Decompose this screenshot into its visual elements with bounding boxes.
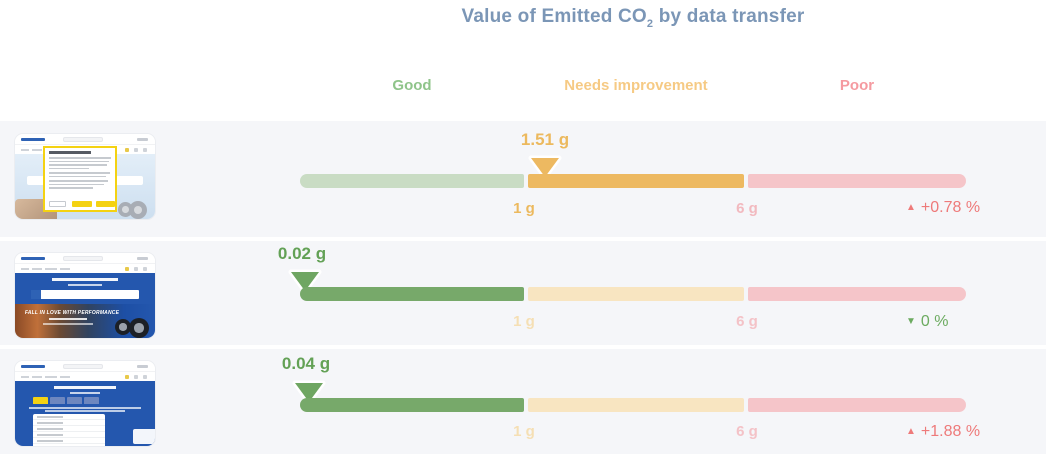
mini-icon [125,375,129,379]
mini-browser-header [15,253,155,264]
tick-6g: 6 g [736,423,758,440]
mini-icon [134,148,138,152]
mini-tire [115,319,131,335]
gauge-segment-needs-improvement [528,287,744,301]
gauge-segment-good [300,174,524,188]
mini-browser-header [15,361,155,372]
mini-account-area [137,138,148,141]
mini-icon [143,267,147,271]
gauge-bar [300,174,966,188]
tick-1g: 1 g [513,313,535,330]
co2-value-label: 0.04 g [281,354,331,373]
mini-icon [125,267,129,271]
gauge-segment-needs-improvement [528,398,744,412]
gauge-row-3: 0.04 g 1 g 6 g ▲ +1.88 % [0,349,1046,454]
gauge-segment-poor [748,174,966,188]
mini-side-box [133,429,155,444]
gauge-bar [300,398,966,412]
mini-blue-hero [15,273,155,304]
co2-subscript: 2 [646,17,654,30]
mini-dialog-title [49,151,91,154]
mini-decline-button [49,201,66,207]
mini-cookie-dialog [43,146,117,212]
trend-down-icon: ▼ [906,316,916,327]
website-thumbnail-cookie-consent[interactable] [14,133,156,220]
gauge-segment-needs-improvement [528,174,744,188]
trend-up-icon: ▲ [906,426,916,437]
gauge-row-1: 1.51 g 1 g 6 g ▲ +0.78 % [0,121,1046,237]
tick-6g: 6 g [736,200,758,217]
michelin-logo [21,257,45,260]
mini-hero-caption: FALL IN LOVE WITH PERFORMANCE [24,310,120,316]
mini-icon [143,148,147,152]
mini-icon [143,375,147,379]
michelin-logo [21,138,45,141]
gauge-segment-good [300,287,524,301]
zone-label-poor: Poor [839,77,875,94]
tick-6g: 6 g [736,313,758,330]
change-percent: +1.88 % [920,423,981,440]
mini-settings-button [96,201,115,207]
michelin-logo [21,365,45,368]
mini-nav-bar [15,373,155,381]
change-indicator: ▼ 0 % [906,313,948,331]
mini-blue-body [15,381,155,446]
change-indicator: ▲ +0.78 % [906,199,980,217]
zone-label-needs-improvement: Needs improvement [564,77,708,94]
gauge-marker-icon [292,380,326,405]
mini-active-tab [33,397,48,404]
change-percent: +0.78 % [920,199,981,216]
gauge-row-2: FALL IN LOVE WITH PERFORMANCE 0.02 g 1 g… [0,241,1046,345]
mini-icon [134,375,138,379]
gauge-bar [300,287,966,301]
website-thumbnail-tyre-selector[interactable] [14,360,156,447]
gauge-segment-poor [748,398,966,412]
tick-1g: 1 g [513,423,535,440]
gauge-segment-good [300,398,524,412]
gauge-segment-poor [748,287,966,301]
co2-value-label: 1.51 g [520,130,570,149]
trend-up-icon: ▲ [906,202,916,213]
co2-value-label: 0.02 g [277,244,327,263]
mini-search-bar [63,364,103,369]
tick-1g: 1 g [513,200,535,217]
page-title: Value of Emitted CO2 by data transfer [461,6,805,30]
zone-label-good: Good [392,77,432,94]
mini-dialog-buttons [49,201,115,207]
gauge-marker-icon [288,269,322,294]
mini-search-bar [63,256,103,261]
mini-account-area [137,257,148,260]
mini-search-field [31,290,139,299]
mini-account-area [137,365,148,368]
website-thumbnail-homepage[interactable]: FALL IN LOVE WITH PERFORMANCE [14,252,156,339]
mini-icon [125,148,129,152]
mini-search-bar [63,137,103,142]
mini-icon [134,267,138,271]
mini-accept-button [72,201,92,207]
mini-dropdown-panel [33,414,105,446]
mini-tire [129,201,147,219]
mini-nav-bar [15,265,155,273]
mini-hero-photo: FALL IN LOVE WITH PERFORMANCE [15,304,155,338]
change-percent: 0 % [920,313,949,330]
gauge-marker-icon [528,155,562,180]
change-indicator: ▲ +1.88 % [906,423,980,441]
mini-browser-header [15,134,155,145]
mini-tire [129,318,149,338]
